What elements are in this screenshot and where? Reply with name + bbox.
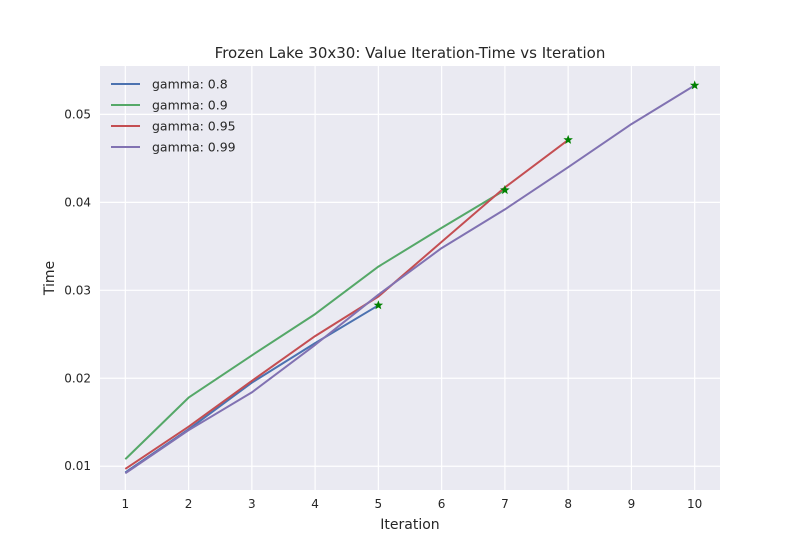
- end-marker-star: [500, 185, 510, 195]
- x-tick-label: 8: [564, 497, 572, 511]
- x-tick-label: 2: [185, 497, 193, 511]
- x-tick-label: 9: [628, 497, 636, 511]
- x-tick-label: 5: [375, 497, 383, 511]
- x-axis-label: Iteration: [380, 517, 439, 533]
- legend-entry: gamma: 0.95: [152, 119, 236, 134]
- y-axis-label: Time: [42, 261, 58, 296]
- x-tick-label: 1: [121, 497, 129, 511]
- x-tick-label: 3: [248, 497, 256, 511]
- end-marker-star: [689, 80, 700, 90]
- series-line-1: [124, 189, 506, 460]
- legend-entry: gamma: 0.9: [152, 98, 228, 113]
- x-tick-label: 4: [311, 497, 319, 511]
- x-tick-label: 10: [687, 497, 702, 511]
- series-line-3: [124, 84, 696, 475]
- end-markers: [373, 80, 700, 310]
- y-tick-label: 0.03: [64, 283, 91, 297]
- y-ticks: 0.01 0.02 0.03 0.04 0.05: [64, 107, 91, 473]
- y-tick-label: 0.01: [64, 459, 91, 473]
- end-marker-star: [563, 134, 573, 144]
- series-line-2: [124, 139, 569, 470]
- legend: gamma: 0.8 gamma: 0.9 gamma: 0.95 gamma: 0.…: [111, 77, 236, 155]
- end-marker-star: [373, 300, 384, 310]
- y-tick-label: 0.04: [64, 195, 91, 209]
- x-ticks: 1 2 3 4 5 6 7 8 9 10: [121, 497, 702, 511]
- y-tick-label: 0.05: [64, 107, 91, 121]
- legend-entry: gamma: 0.8: [152, 77, 228, 92]
- x-tick-label: 7: [501, 497, 509, 511]
- series-lines: [124, 84, 696, 475]
- legend-entry: gamma: 0.99: [152, 140, 236, 155]
- chart-title: Frozen Lake 30x30: Value Iteration-Time …: [215, 44, 606, 62]
- x-tick-label: 6: [438, 497, 446, 511]
- y-tick-label: 0.02: [64, 371, 91, 385]
